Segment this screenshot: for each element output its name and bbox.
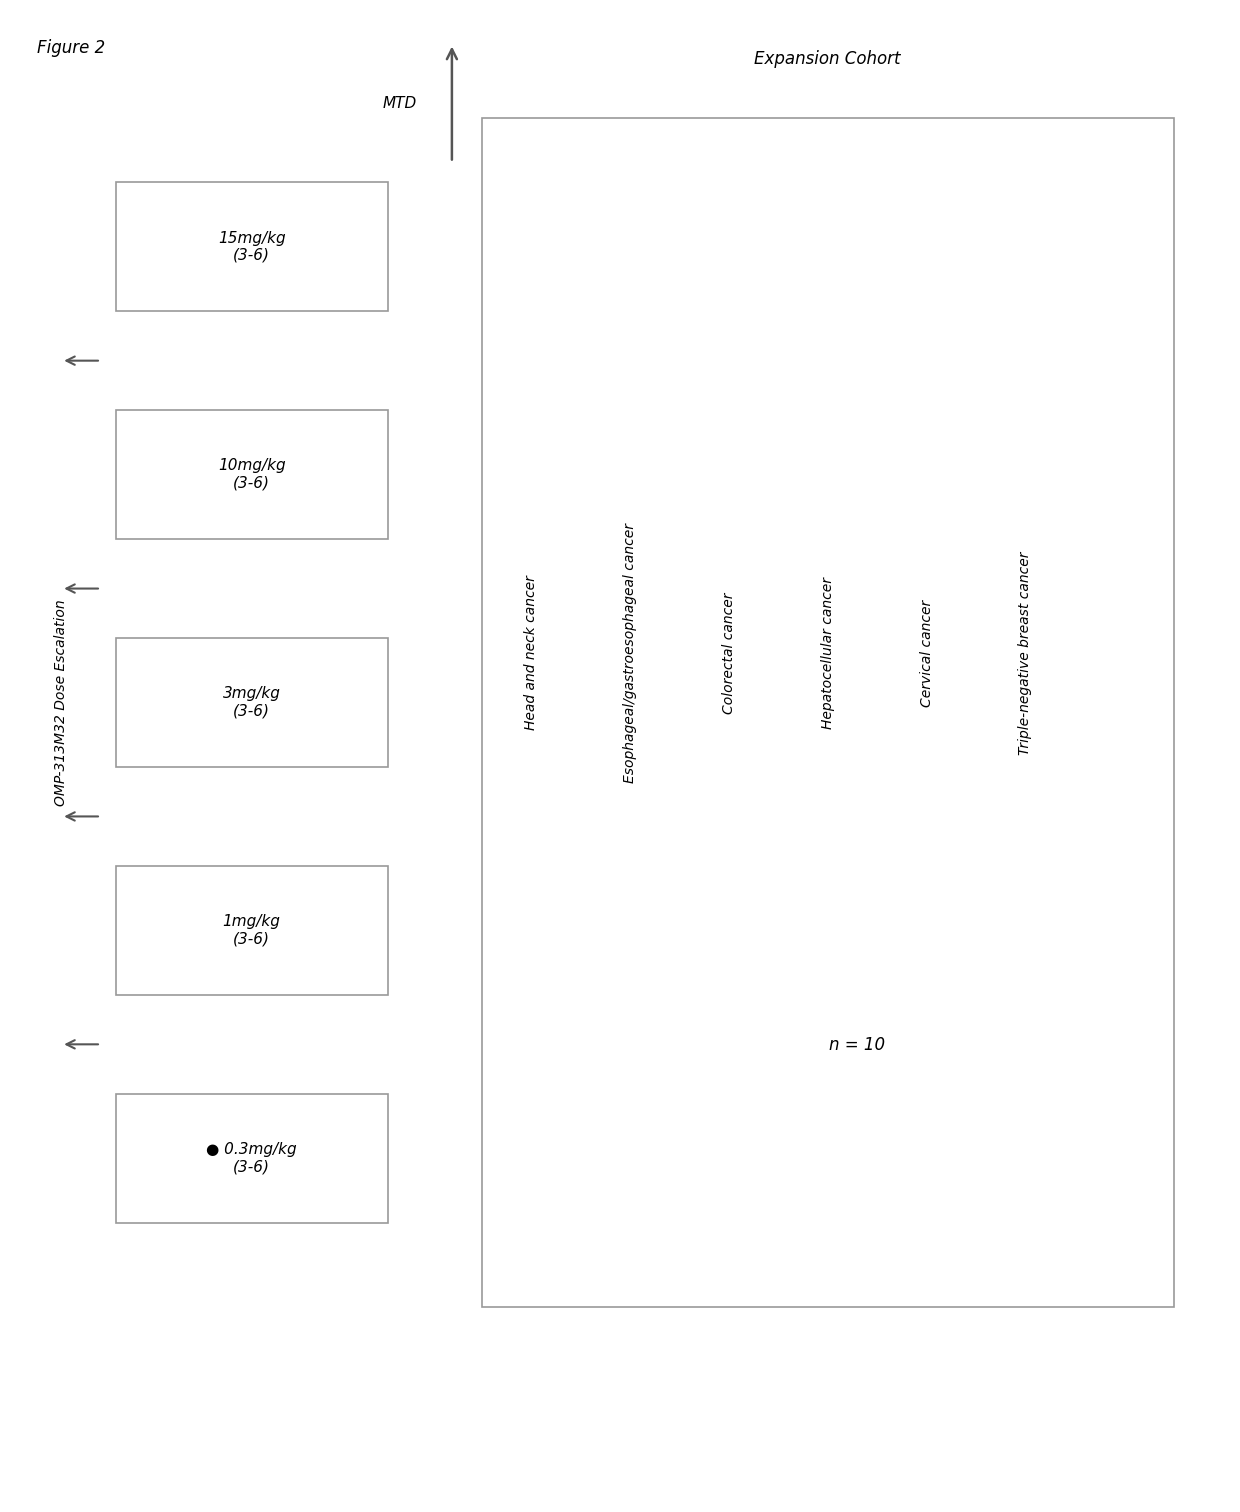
Text: Cervical cancer: Cervical cancer (920, 599, 934, 706)
Text: Expansion Cohort: Expansion Cohort (754, 50, 901, 68)
Text: 10mg/kg
(3-6): 10mg/kg (3-6) (218, 458, 285, 491)
Text: MTD: MTD (383, 95, 418, 110)
Text: n = 10: n = 10 (830, 1036, 885, 1054)
Text: 15mg/kg
(3-6): 15mg/kg (3-6) (218, 230, 285, 263)
Text: Colorectal cancer: Colorectal cancer (722, 593, 735, 714)
Text: Figure 2: Figure 2 (37, 39, 105, 56)
Text: OMP-313M32 Dose Escalation: OMP-313M32 Dose Escalation (55, 599, 68, 806)
Text: 3mg/kg
(3-6): 3mg/kg (3-6) (223, 686, 280, 718)
Bar (115, 1093, 388, 1223)
Text: 1mg/kg
(3-6): 1mg/kg (3-6) (223, 915, 280, 947)
Text: Hepatocellular cancer: Hepatocellular cancer (821, 578, 835, 729)
Text: Triple-negative breast cancer: Triple-negative breast cancer (1018, 552, 1033, 754)
Text: Esophageal/gastroesophageal cancer: Esophageal/gastroesophageal cancer (622, 523, 637, 783)
Bar (115, 183, 388, 311)
Bar (115, 638, 388, 767)
Bar (481, 118, 1174, 1306)
Text: Head and neck cancer: Head and neck cancer (525, 576, 538, 730)
Bar (115, 866, 388, 995)
Bar (115, 410, 388, 538)
Text: ● 0.3mg/kg
(3-6): ● 0.3mg/kg (3-6) (206, 1142, 298, 1175)
